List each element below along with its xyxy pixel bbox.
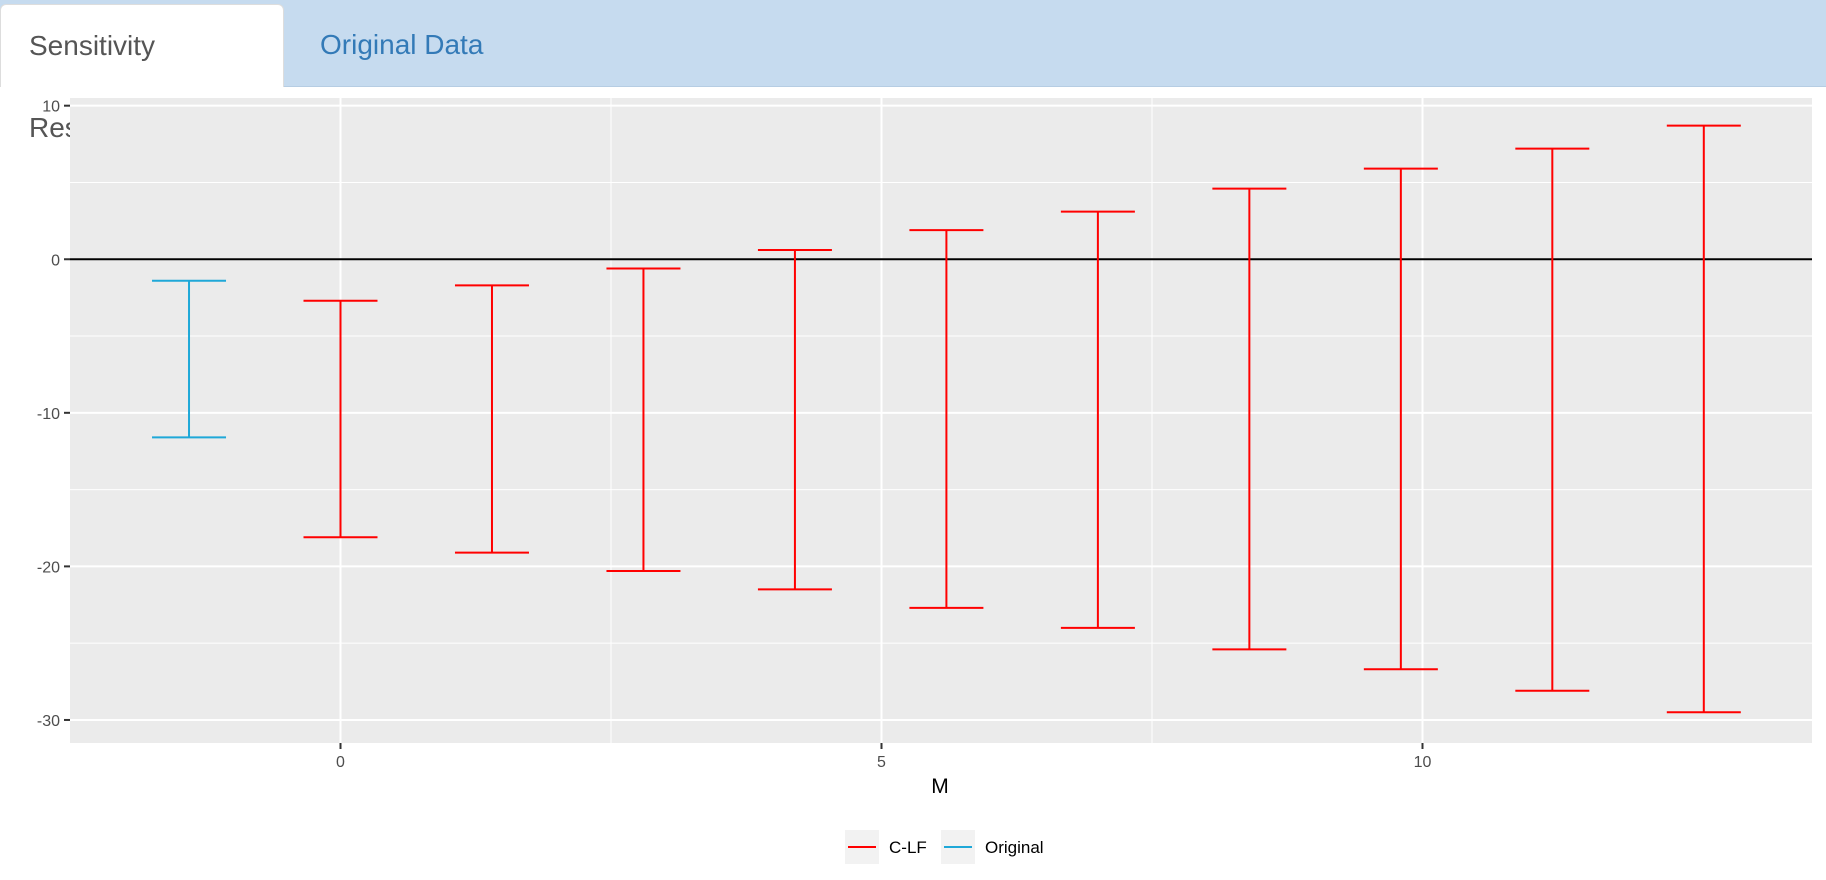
y-tick-label: -20 — [37, 559, 60, 576]
errorbar-c-lf — [1212, 187, 1287, 651]
tab-bar: Sensitivity Results Original Data — [0, 0, 1826, 143]
legend-label: Original — [985, 838, 1044, 857]
errorbar-c-lf — [1060, 210, 1135, 629]
x-tick-label: 5 — [877, 754, 886, 771]
errorbar-chart: 10 0 -10 -20 -30 0 5 10 M C-LF Original — [37, 98, 1812, 864]
errorbar-original — [152, 279, 227, 439]
grid-major — [70, 98, 1812, 743]
errorbar-c-lf — [1515, 147, 1590, 692]
y-tick-label: -30 — [37, 713, 60, 730]
x-tick-label: 0 — [336, 754, 345, 771]
x-axis: 0 5 10 — [336, 743, 1431, 771]
grid-minor — [70, 98, 1812, 743]
legend-item-c-lf: C-LF — [845, 830, 927, 864]
tab-original-data[interactable]: Original Data — [320, 29, 484, 60]
errorbar-c-lf — [909, 229, 984, 609]
legend: C-LF Original — [845, 830, 1044, 864]
legend-item-original: Original — [941, 830, 1044, 864]
errorbar-c-lf — [606, 267, 681, 572]
x-tick-label: 10 — [1414, 754, 1432, 771]
y-tick-label: 0 — [51, 252, 60, 269]
errorbar-c-lf — [303, 299, 378, 539]
errorbar-c-lf — [1666, 124, 1741, 714]
error-bars — [152, 124, 1741, 714]
errorbar-c-lf — [1363, 167, 1438, 671]
tab-sensitivity-results[interactable]: Sensitivity Results — [0, 4, 284, 143]
y-tick-label: 10 — [42, 99, 60, 116]
y-axis: 10 0 -10 -20 -30 — [37, 99, 70, 730]
legend-label: C-LF — [889, 838, 927, 857]
plot-panel — [70, 98, 1812, 743]
errorbar-c-lf — [454, 284, 529, 554]
errorbar-c-lf — [757, 249, 832, 591]
y-tick-label: -10 — [37, 406, 60, 423]
x-axis-label: M — [931, 775, 949, 798]
